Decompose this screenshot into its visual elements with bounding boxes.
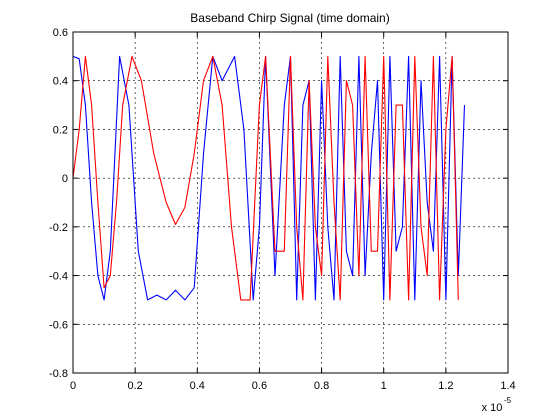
tick-layer: 0 0.2 0.4 0.6 0.8 1 1.2 1.4 -0.8 -0.6 -0.4 -0.2 0 0.2…: [49, 27, 516, 392]
y-tick-label: -0.2: [49, 222, 68, 234]
series-layer: [72, 55, 466, 301]
x-tick-label: 0.4: [190, 380, 205, 392]
y-tick-label: -0.6: [49, 319, 68, 331]
chart-title: Baseband Chirp Signal (time domain): [190, 11, 389, 25]
series-line-1: [72, 55, 466, 301]
x-exponent-power: -5: [504, 396, 512, 405]
x-tick-label: 0: [70, 380, 76, 392]
y-tick-label: 0.2: [53, 124, 68, 136]
y-tick-label: 0.4: [53, 76, 68, 88]
series-line-2: [72, 55, 459, 301]
x-tick-label: 0.8: [314, 380, 329, 392]
x-tick-label: 0.6: [252, 380, 267, 392]
y-tick-label: -0.4: [49, 271, 68, 283]
y-tick-label: -0.8: [49, 368, 68, 380]
x-tick-label: 1: [381, 380, 387, 392]
x-tick-label: 1.4: [500, 380, 515, 392]
x-tick-label: 1.2: [438, 380, 453, 392]
x-exponent-base: x 10: [482, 402, 503, 414]
x-tick-label: 0.2: [127, 380, 142, 392]
axes-box: [72, 31, 509, 374]
y-tick-label: 0.6: [53, 27, 68, 39]
y-tick-label: 0: [62, 173, 68, 185]
